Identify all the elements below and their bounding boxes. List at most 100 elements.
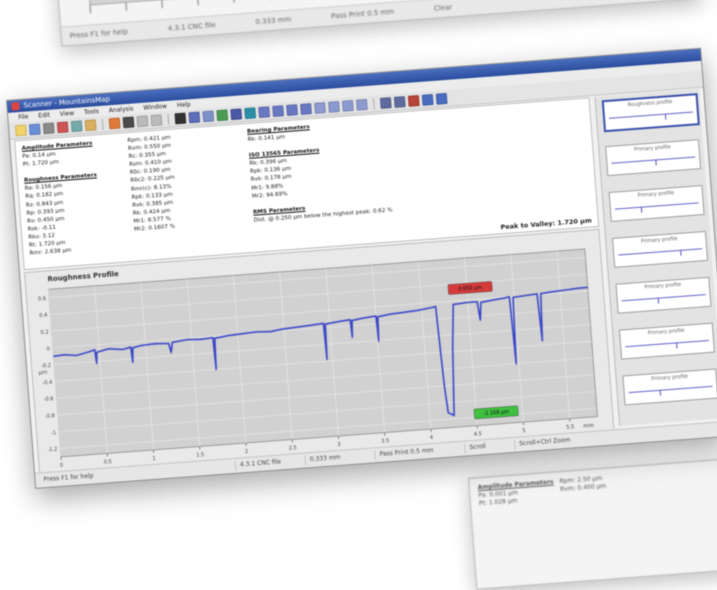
bg-status-text: Press F1 for help xyxy=(69,28,128,40)
menu-analysis[interactable]: Analysis xyxy=(109,105,134,114)
thumbnail-profile-line xyxy=(615,202,699,209)
redo-icon[interactable] xyxy=(151,114,163,126)
status-zoom: Scroll+Ctrl Zoom xyxy=(514,436,571,450)
bg-status-text: Pass Print 0.5 mm xyxy=(331,8,394,21)
thumbnail-profile-line xyxy=(625,340,709,347)
x-tick-label: 2.5 xyxy=(289,445,297,452)
thumbnail-primary-profile[interactable]: Primary profile xyxy=(619,323,715,360)
bg-param-line: Pt: 1.028 µm xyxy=(479,497,518,507)
thumbnail-primary-profile[interactable]: Primary profile xyxy=(609,185,705,222)
toolbar-separator xyxy=(102,118,104,129)
thumbnail-label: Primary profile xyxy=(620,326,712,339)
y-tick-label: -0.4 xyxy=(42,380,52,387)
menu-help[interactable]: Help xyxy=(177,101,191,109)
profile-icon[interactable] xyxy=(258,106,270,118)
x-tick-label: 1.5 xyxy=(196,452,204,459)
threshold-icon[interactable] xyxy=(314,102,326,114)
status-scale: 0.333 mm xyxy=(305,453,341,466)
thumbnail-label: Primary profile xyxy=(624,372,716,385)
x-tick-label: 4 xyxy=(430,435,434,441)
background-window-bottom: Amplitude Parameters Pa: 0.001 µm Pt: 1.… xyxy=(468,455,717,589)
y-tick-label: 0 xyxy=(46,346,50,352)
param-column-2: Rpm: 0.421 µm Rvm: 0.550 µm Rc: 0.355 µm… xyxy=(127,134,179,234)
param-column-3: Bearing Parameters Rk: 0.141 µm ISO 1356… xyxy=(247,118,393,225)
grid-icon[interactable] xyxy=(356,98,368,110)
thumbnail-primary-profile[interactable]: Primary profile xyxy=(605,139,701,176)
y-tick-label: 0.6 xyxy=(38,296,46,303)
report-icon[interactable] xyxy=(394,96,406,108)
bg-status-text: 4.3.1 CNC file xyxy=(168,21,216,33)
filter-icon[interactable] xyxy=(202,110,214,122)
bg-status-text: 0.333 mm xyxy=(255,15,291,26)
person-icon[interactable] xyxy=(174,112,186,124)
y-tick-label: 0.4 xyxy=(39,313,47,320)
menu-view[interactable]: View xyxy=(60,109,75,117)
status-scroll: Scroll xyxy=(464,442,486,454)
menu-tools[interactable]: Tools xyxy=(84,108,99,116)
thumbnail-primary-profile[interactable]: Primary profile xyxy=(612,231,708,268)
toolbar-separator xyxy=(373,98,375,109)
zoom-icon[interactable] xyxy=(380,97,392,109)
thumbnail-profile-line xyxy=(622,294,706,301)
thumbnail-profile-line xyxy=(609,112,693,119)
toolbar-separator xyxy=(167,113,169,124)
thumbnail-label: Primary profile xyxy=(606,142,698,155)
distance-icon[interactable] xyxy=(272,105,284,117)
open-folder-icon[interactable] xyxy=(15,124,27,136)
status-help-text: Press F1 for help xyxy=(39,472,94,486)
print-icon[interactable] xyxy=(43,122,55,134)
background-window-top: Press F1 for help 4.3.1 CNC file 0.333 m… xyxy=(55,0,702,47)
main-window: Scanner - MountainsMap File Edit View To… xyxy=(6,48,717,489)
copy-icon[interactable] xyxy=(71,120,83,132)
peak-to-valley-label: Peak to Valley: 1.720 µm xyxy=(500,216,592,231)
y-tick-label: -0.8 xyxy=(45,413,55,420)
thumbnail-profile-line xyxy=(618,248,702,255)
palette-icon[interactable] xyxy=(123,116,135,128)
x-tick-label: 1 xyxy=(152,456,156,462)
save-icon[interactable] xyxy=(29,123,41,135)
x-tick-label: 2 xyxy=(245,449,249,455)
thumbnail-profile-line xyxy=(629,386,713,393)
menu-edit[interactable]: Edit xyxy=(38,111,50,119)
x-tick-label: 3 xyxy=(337,442,341,448)
pencil-icon[interactable] xyxy=(109,117,121,129)
area-icon[interactable] xyxy=(300,103,312,115)
thumbnail-roughness-profile[interactable]: Roughness profile xyxy=(602,93,700,132)
param-column-1: Amplitude Parameters Pa: 0.14 µm Pt: 1.7… xyxy=(21,140,102,258)
thumbnail-label: Roughness profile xyxy=(604,97,696,110)
menu-window[interactable]: Window xyxy=(143,102,167,111)
cut-icon[interactable] xyxy=(57,121,69,133)
y-axis-label: µm xyxy=(38,370,47,377)
step-icon[interactable] xyxy=(286,104,298,116)
paste-icon[interactable] xyxy=(85,119,97,131)
x-tick-label: 0.5 xyxy=(104,459,112,466)
measure-icon[interactable] xyxy=(244,107,256,119)
bearing-icon[interactable] xyxy=(328,101,340,113)
y-tick-label: -1.2 xyxy=(47,447,57,454)
thumbnail-label: Primary profile xyxy=(610,188,702,201)
thumbnail-profile-line xyxy=(611,156,695,163)
thumbnail-sidebar: Roughness profile Primary profile Primar… xyxy=(594,89,717,426)
y-tick-label: 0.2 xyxy=(40,329,48,336)
menu-file[interactable]: File xyxy=(18,113,29,121)
export-icon[interactable] xyxy=(408,95,420,107)
y-tick-label: -1 xyxy=(51,430,56,436)
x-tick-label: 0 xyxy=(60,463,64,469)
help-icon[interactable] xyxy=(436,92,448,104)
app-icon xyxy=(11,102,20,111)
x-tick-label: 3.5 xyxy=(381,438,389,445)
x-tick-label: 5.5 xyxy=(566,424,574,431)
histogram-icon[interactable] xyxy=(216,109,228,121)
spectrum-icon[interactable] xyxy=(342,99,354,111)
bg-status-text: Clear xyxy=(434,3,453,12)
x-axis-label: mm xyxy=(583,423,594,430)
settings-icon[interactable] xyxy=(422,93,434,105)
align-icon[interactable] xyxy=(230,108,242,120)
x-tick-label: 4.5 xyxy=(474,431,482,438)
status-print: Pass Print 0.5 mm xyxy=(374,446,434,460)
thumbnail-primary-profile[interactable]: Primary profile xyxy=(622,369,717,406)
status-file: 4.3.1 CNC file xyxy=(235,457,282,470)
thumbnail-primary-profile[interactable]: Primary profile xyxy=(615,277,711,314)
level-icon[interactable] xyxy=(188,111,200,123)
undo-icon[interactable] xyxy=(137,115,149,127)
